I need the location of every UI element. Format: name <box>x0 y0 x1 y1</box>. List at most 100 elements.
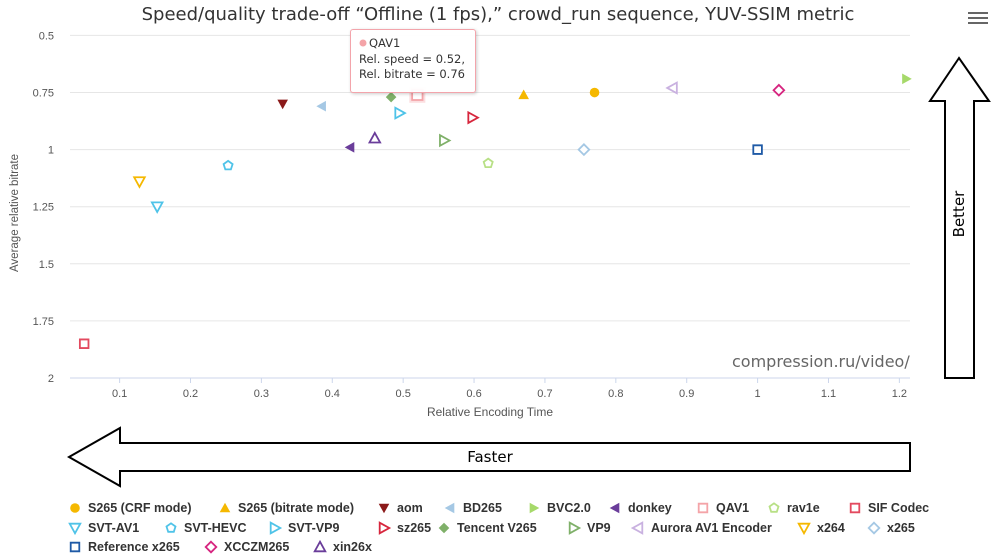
legend-symbol-aurora-av1-encoder[interactable] <box>631 521 644 535</box>
legend-marker <box>165 522 177 533</box>
legend-label: S265 (CRF mode) <box>88 501 192 515</box>
legend-marker <box>438 522 450 534</box>
legend-symbol-bvc2-0[interactable] <box>529 502 540 514</box>
point-s265-bitrate-mode[interactable] <box>518 89 529 100</box>
legend-symbol-xin26x[interactable] <box>313 539 327 553</box>
legend-label: aom <box>397 501 423 515</box>
y-tick-label: 1.75 <box>33 316 54 328</box>
x-tick-label: 1.2 <box>892 388 907 400</box>
legend-marker <box>378 503 390 514</box>
point-aurora-av1-encoder[interactable] <box>665 81 678 95</box>
legend-marker <box>68 522 82 536</box>
legend-symbol-sz265[interactable] <box>378 521 392 535</box>
legend-marker <box>219 502 231 513</box>
point-donkey[interactable] <box>344 142 355 153</box>
legend-label: donkey <box>628 501 672 515</box>
legend-marker <box>609 502 620 514</box>
legend-marker <box>444 502 455 514</box>
x-tick-label: 0.6 <box>466 388 481 400</box>
point-xin26x[interactable] <box>367 131 382 144</box>
legend-symbol-reference-x265[interactable] <box>69 541 81 553</box>
y-tick-label: 1 <box>48 145 54 157</box>
legend-symbol-svt-vp9[interactable] <box>269 521 283 535</box>
legend-label: rav1e <box>787 501 820 515</box>
legend-label: xin26x <box>333 540 372 554</box>
legend-symbol-svt-av1[interactable] <box>68 522 82 536</box>
tooltip-line2: Rel. bitrate = 0.76 <box>359 67 465 81</box>
x-tick-labels: 0.1 0.2 0.3 0.4 0.5 0.6 0.7 0.8 0.9 1 1.1 1.2 <box>112 378 907 400</box>
point-bd265[interactable] <box>316 100 326 112</box>
legend-symbol-s265-crf-mode[interactable] <box>70 503 80 513</box>
better-arrow-shape <box>928 56 991 379</box>
point-sz265[interactable] <box>467 110 480 125</box>
legend-symbol-sif-codec[interactable] <box>849 502 861 514</box>
point-tencent-v265[interactable] <box>385 91 397 103</box>
point-x264[interactable] <box>132 176 147 189</box>
legend-symbol-xcczm265[interactable] <box>204 540 218 554</box>
legend-symbol-donkey[interactable] <box>609 502 620 514</box>
legend-label: SVT-AV1 <box>88 521 140 535</box>
y-tick-labels: 0.5 0.75 1 1.25 1.5 1.75 2 <box>33 30 54 385</box>
hamburger-menu-icon[interactable] <box>968 12 988 26</box>
y-tick-label: 0.5 <box>39 30 54 42</box>
point-xcczm265[interactable] <box>772 83 786 97</box>
x-tick-label: 0.3 <box>254 388 269 400</box>
legend-symbol-x265[interactable] <box>867 521 881 535</box>
point-svt-hevc[interactable] <box>222 159 234 171</box>
x-tick-label: 0.9 <box>679 388 694 400</box>
y-tick-label: 2 <box>48 373 54 385</box>
legend-symbol-x264[interactable] <box>797 522 811 536</box>
point-sif-codec[interactable] <box>78 338 90 349</box>
point-vp9[interactable] <box>439 133 452 148</box>
legend-label: x264 <box>817 521 845 535</box>
chart-title: Speed/quality trade-off “Offline (1 fps)… <box>141 4 855 25</box>
x-tick-label: 0.2 <box>183 388 198 400</box>
data-points <box>78 73 912 349</box>
point-aom[interactable] <box>277 99 288 110</box>
faster-arrow-shape <box>66 426 911 488</box>
legend-symbol-qav1[interactable] <box>697 502 709 514</box>
legend-marker <box>313 539 327 553</box>
legend-marker <box>768 502 780 513</box>
x-tick-label: 0.8 <box>608 388 623 400</box>
legend-label: Reference x265 <box>88 540 180 554</box>
legend-label: S265 (bitrate mode) <box>238 501 355 515</box>
point-svt-vp9[interactable] <box>394 106 407 120</box>
legend-label: Tencent V265 <box>457 521 537 535</box>
legend-label: Aurora AV1 Encoder <box>651 521 772 535</box>
tooltip-line1: Rel. speed = 0.52, <box>359 52 466 66</box>
legend-marker <box>568 521 582 535</box>
x-tick-label: 0.4 <box>325 388 340 400</box>
tooltip: QAV1 Rel. speed = 0.52, Rel. bitrate = 0… <box>350 29 476 93</box>
legend-marker <box>69 541 81 553</box>
legend-marker <box>631 521 644 535</box>
point-rav1e[interactable] <box>482 157 494 168</box>
legend-symbol-aom[interactable] <box>378 503 390 514</box>
legend-symbol-bd265[interactable] <box>444 502 455 514</box>
legend-label: SVT-VP9 <box>288 521 340 535</box>
grid-lines <box>70 34 910 379</box>
better-label: Better <box>950 190 968 238</box>
point-svt-av1[interactable] <box>150 201 165 214</box>
legend-symbol-tencent-v265[interactable] <box>438 522 450 534</box>
legend-symbol-vp9[interactable] <box>568 521 582 535</box>
point-s265-crf-mode[interactable] <box>589 87 600 98</box>
legend-label: BD265 <box>463 501 502 515</box>
y-tick-label: 0.75 <box>33 88 54 100</box>
x-tick-label: 0.5 <box>396 388 411 400</box>
legend-symbol-svt-hevc[interactable] <box>165 522 177 533</box>
legend-label: BVC2.0 <box>547 501 591 515</box>
legend-marker <box>269 521 283 535</box>
y-tick-label: 1.5 <box>39 259 54 271</box>
point-x265[interactable] <box>577 143 591 157</box>
point-bvc2-0[interactable] <box>902 73 912 85</box>
point-reference-x265[interactable] <box>752 144 763 155</box>
legend-label: x265 <box>887 521 915 535</box>
legend-symbol-s265-bitrate-mode[interactable] <box>219 502 231 513</box>
legend-symbol-rav1e[interactable] <box>768 502 780 513</box>
legend-label: SVT-HEVC <box>184 521 247 535</box>
y-axis-label: Average relative bitrate <box>9 154 21 272</box>
x-tick-label: 1.1 <box>821 388 836 400</box>
legend-label: SIF Codec <box>868 501 930 515</box>
